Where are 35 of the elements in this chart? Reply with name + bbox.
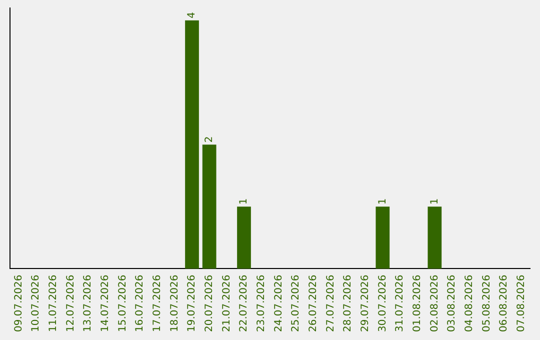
- x-tick-label: 10.07.2026: [30, 274, 42, 332]
- x-tick-label: 05.08.2026: [481, 274, 492, 332]
- x-tick-label: 28.07.2026: [342, 274, 354, 332]
- x-tick-label: 13.07.2026: [82, 274, 94, 332]
- x-tick-label: 01.08.2026: [412, 274, 423, 332]
- x-tick-label: 23.07.2026: [256, 274, 267, 332]
- x-tick-label: 25.07.2026: [290, 274, 302, 332]
- x-tick-label: 24.07.2026: [273, 274, 284, 332]
- x-tick-label: 09.07.2026: [13, 274, 24, 332]
- x-tick-label: 27.07.2026: [325, 274, 336, 332]
- x-tick-label: 11.07.2026: [48, 274, 59, 332]
- x-tick-label: 14.07.2026: [100, 274, 111, 332]
- x-tick-label: 26.07.2026: [308, 274, 319, 332]
- x-tick-label: 17.07.2026: [152, 274, 163, 332]
- x-tick-label: 18.07.2026: [169, 274, 180, 332]
- x-tick-label: 15.07.2026: [117, 274, 128, 332]
- x-tick-label: 06.08.2026: [498, 274, 510, 332]
- x-tick-label: 16.07.2026: [134, 274, 146, 332]
- x-tick-label: 19.07.2026: [186, 274, 198, 332]
- x-tick-label: 04.08.2026: [464, 274, 475, 332]
- x-tick-label: 12.07.2026: [65, 274, 76, 332]
- data-label: 2: [204, 136, 215, 143]
- x-tick-label: 30.07.2026: [377, 274, 388, 332]
- data-label: 4: [186, 12, 198, 18]
- data-label: 1: [238, 198, 250, 205]
- x-tick-label: 20.07.2026: [204, 274, 215, 332]
- x-tick-label: 31.07.2026: [394, 274, 406, 332]
- data-label: 1: [377, 198, 388, 205]
- x-tick-label: 07.08.2026: [516, 274, 527, 332]
- x-tick-label: 03.08.2026: [446, 274, 458, 332]
- x-tick-label: 22.07.2026: [238, 274, 250, 332]
- x-tick-label: 21.07.2026: [221, 274, 232, 332]
- data-label: 1: [429, 198, 440, 205]
- x-tick-label: 02.08.2026: [429, 274, 440, 332]
- x-tick-label: 29.07.2026: [360, 274, 371, 332]
